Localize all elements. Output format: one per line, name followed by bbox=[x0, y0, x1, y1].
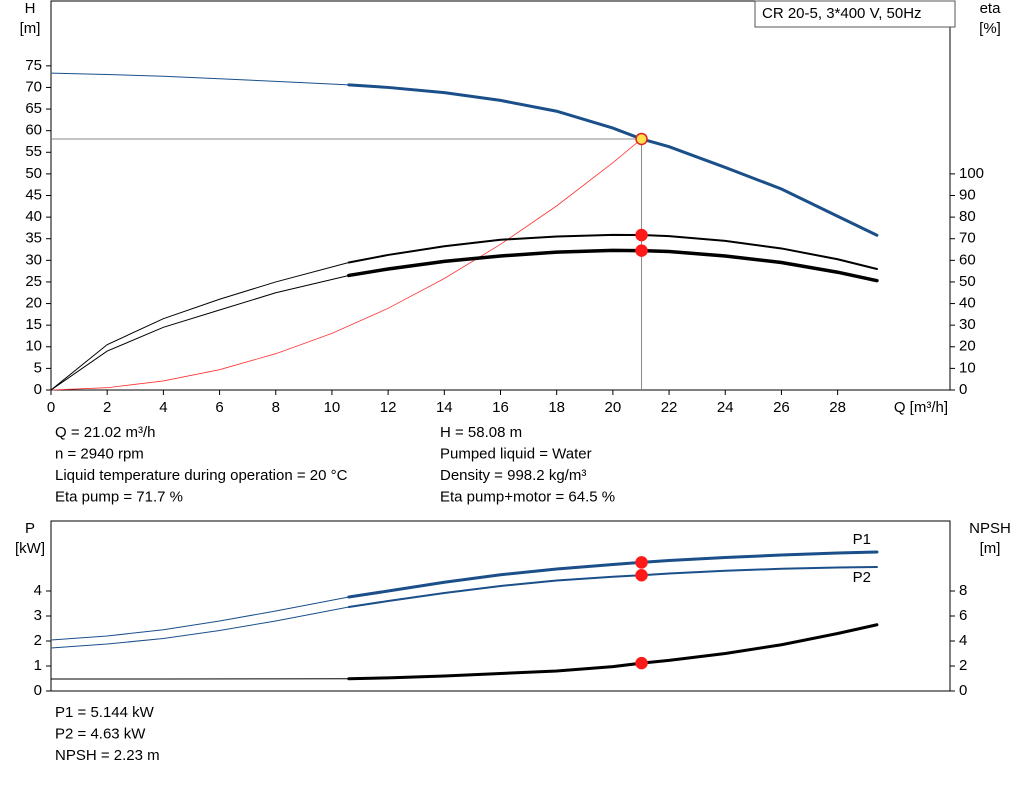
y-tick-label: 35 bbox=[25, 230, 42, 247]
y-tick-label: 0 bbox=[34, 381, 42, 398]
y2-axis-label: eta bbox=[980, 0, 1002, 17]
y2-tick-label: 90 bbox=[959, 186, 976, 203]
operating-point bbox=[636, 658, 647, 669]
x-axis-label: Q [m³/h] bbox=[894, 399, 948, 416]
series-label: P1 bbox=[853, 531, 871, 548]
y-tick-label: 75 bbox=[25, 57, 42, 74]
y-tick-label: 10 bbox=[25, 338, 42, 355]
operating-point bbox=[636, 557, 647, 568]
y-tick-label: 4 bbox=[34, 582, 42, 599]
y-tick-label: 3 bbox=[34, 607, 42, 624]
y2-tick-label: 80 bbox=[959, 208, 976, 225]
x-tick-label: 24 bbox=[717, 399, 734, 416]
y-tick-label: 60 bbox=[25, 122, 42, 139]
info-text: Pumped liquid = Water bbox=[440, 445, 592, 462]
x-tick-label: 2 bbox=[103, 399, 111, 416]
y-axis-label: [kW] bbox=[15, 540, 45, 557]
curve bbox=[349, 567, 877, 607]
y2-tick-label: 30 bbox=[959, 316, 976, 333]
y2-tick-label: 40 bbox=[959, 295, 976, 312]
x-tick-label: 8 bbox=[272, 399, 280, 416]
y-tick-label: 65 bbox=[25, 100, 42, 117]
curve bbox=[51, 607, 349, 648]
y-tick-label: 45 bbox=[25, 186, 42, 203]
y-tick-label: 5 bbox=[34, 359, 42, 376]
curve bbox=[51, 73, 349, 85]
operating-point bbox=[636, 133, 647, 144]
info-text: Eta pump = 71.7 % bbox=[55, 488, 183, 505]
series-label: P2 bbox=[853, 569, 871, 586]
y2-tick-label: 70 bbox=[959, 230, 976, 247]
y-tick-label: 50 bbox=[25, 165, 42, 182]
y-tick-label: 30 bbox=[25, 251, 42, 268]
curve bbox=[51, 139, 642, 390]
x-tick-label: 28 bbox=[829, 399, 846, 416]
y-tick-label: 25 bbox=[25, 273, 42, 290]
info-text: Q = 21.02 m³/h bbox=[55, 424, 155, 441]
info-text: H = 58.08 m bbox=[440, 424, 522, 441]
x-tick-label: 12 bbox=[380, 399, 397, 416]
operating-point bbox=[636, 230, 647, 241]
y2-tick-label: 20 bbox=[959, 338, 976, 355]
operating-point bbox=[636, 245, 647, 256]
x-tick-label: 4 bbox=[159, 399, 167, 416]
y2-tick-label: 0 bbox=[959, 381, 967, 398]
y-axis-label: P bbox=[25, 520, 35, 537]
x-tick-label: 10 bbox=[324, 399, 341, 416]
curve bbox=[51, 275, 349, 390]
info-text: n = 2940 rpm bbox=[55, 445, 144, 462]
y2-tick-label: 6 bbox=[959, 607, 967, 624]
x-tick-label: 20 bbox=[605, 399, 622, 416]
x-tick-label: 16 bbox=[492, 399, 509, 416]
curve bbox=[349, 250, 877, 280]
curve bbox=[349, 625, 877, 679]
curve bbox=[349, 85, 877, 235]
y-axis-label: H bbox=[25, 0, 36, 17]
y-axis-label: [m] bbox=[20, 20, 41, 37]
plot-area bbox=[51, 521, 950, 691]
y-tick-label: 15 bbox=[25, 316, 42, 333]
y2-tick-label: 10 bbox=[959, 359, 976, 376]
y2-axis-label: [m] bbox=[980, 540, 1001, 557]
x-tick-label: 0 bbox=[47, 399, 55, 416]
y2-tick-label: 2 bbox=[959, 657, 967, 674]
info-text: Density = 998.2 kg/m³ bbox=[440, 467, 586, 484]
plot-area bbox=[51, 1, 950, 390]
y2-tick-label: 4 bbox=[959, 632, 967, 649]
y2-tick-label: 100 bbox=[959, 165, 984, 182]
y2-tick-label: 0 bbox=[959, 682, 967, 699]
operating-point bbox=[636, 570, 647, 581]
y2-tick-label: 50 bbox=[959, 273, 976, 290]
info-text: Eta pump+motor = 64.5 % bbox=[440, 488, 615, 505]
curve bbox=[349, 552, 877, 597]
y-tick-label: 1 bbox=[34, 657, 42, 674]
x-tick-label: 22 bbox=[661, 399, 678, 416]
y-tick-label: 70 bbox=[25, 78, 42, 95]
x-tick-label: 18 bbox=[548, 399, 565, 416]
y-tick-label: 20 bbox=[25, 295, 42, 312]
info-text: P2 = 4.63 kW bbox=[55, 725, 146, 742]
y2-axis-label: [%] bbox=[979, 20, 1001, 37]
chart-title: CR 20-5, 3*400 V, 50Hz bbox=[762, 5, 922, 22]
y2-tick-label: 8 bbox=[959, 582, 967, 599]
y-tick-label: 55 bbox=[25, 143, 42, 160]
x-tick-label: 14 bbox=[436, 399, 453, 416]
x-tick-label: 26 bbox=[773, 399, 790, 416]
y-tick-label: 2 bbox=[34, 632, 42, 649]
y-tick-label: 0 bbox=[34, 682, 42, 699]
curve bbox=[51, 262, 349, 390]
y-tick-label: 40 bbox=[25, 208, 42, 225]
info-text: Liquid temperature during operation = 20… bbox=[55, 467, 348, 484]
y2-axis-label: NPSH bbox=[969, 520, 1011, 537]
x-tick-label: 6 bbox=[215, 399, 223, 416]
y2-tick-label: 60 bbox=[959, 251, 976, 268]
info-text: P1 = 5.144 kW bbox=[55, 704, 155, 721]
info-text: NPSH = 2.23 m bbox=[55, 747, 160, 764]
